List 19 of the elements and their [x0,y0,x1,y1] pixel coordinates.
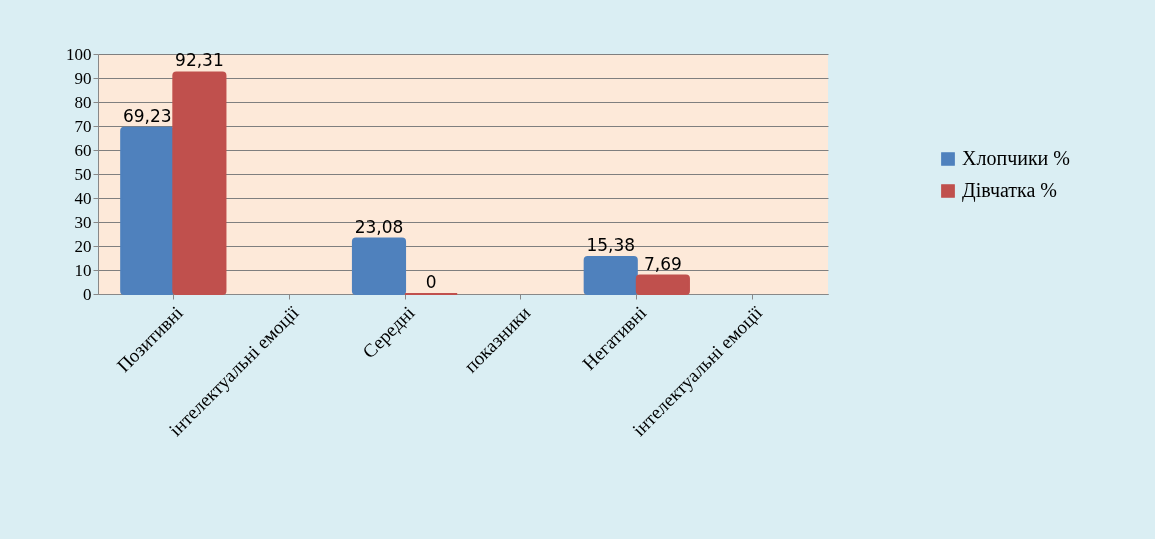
data-label: 23,08 [354,216,404,237]
y-tick-label: 50 [74,164,92,184]
legend-label: Хлопчики % [962,147,1070,169]
y-tick-label: 30 [74,212,92,232]
y-tick-label: 100 [66,44,92,64]
y-tick-label: 20 [74,236,92,256]
y-tick-label: 40 [74,188,92,208]
y-tick-label: 0 [83,284,92,304]
legend-label: Дівчатка % [962,179,1057,202]
y-tick-label: 80 [74,92,92,112]
data-label: 15,38 [586,235,636,256]
y-tick-label: 90 [74,68,92,88]
data-label: 7,69 [643,253,682,274]
data-label: 92,31 [175,50,224,71]
y-tick-label: 70 [74,116,92,136]
data-label: 0 [425,272,437,292]
y-tick-label: 10 [74,260,92,280]
y-tick-label: 60 [74,140,92,160]
data-label: 69,23 [122,105,172,126]
